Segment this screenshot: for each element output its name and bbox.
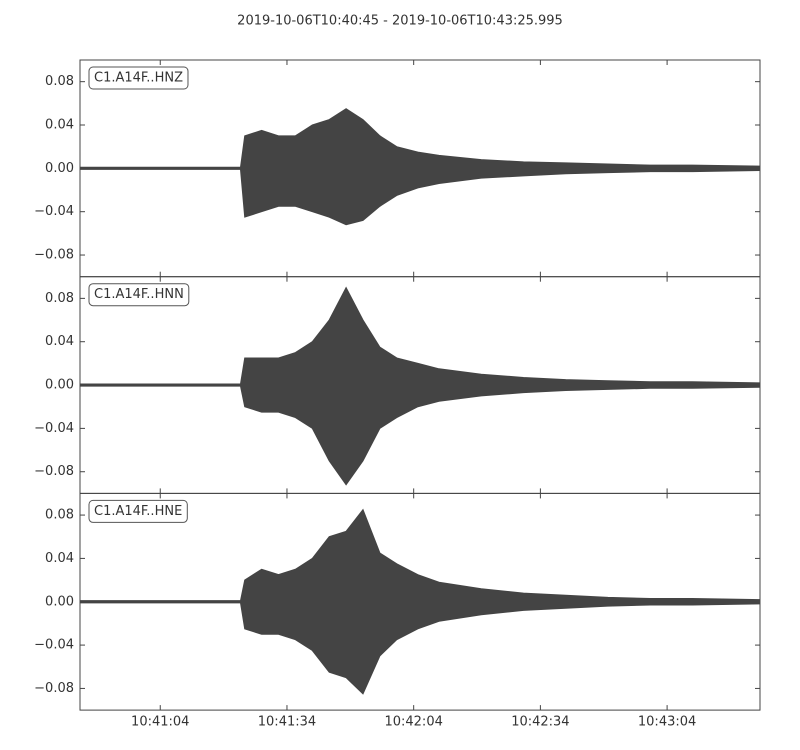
trace-label: C1.A14F..HNE bbox=[94, 504, 182, 519]
waveform-upper bbox=[80, 508, 761, 602]
trace-label-box bbox=[88, 499, 188, 523]
trace-label-box bbox=[88, 283, 190, 307]
waveform-lower bbox=[80, 602, 761, 695]
waveform-lower bbox=[80, 168, 761, 226]
trace-label: C1.A14F..HNN bbox=[94, 287, 184, 302]
trace-label-box bbox=[88, 66, 189, 90]
y-tick-label: 0.04 bbox=[45, 551, 74, 566]
y-tick-label: −0.08 bbox=[34, 681, 74, 696]
y-tick-label: 0.08 bbox=[45, 291, 74, 306]
waveform-upper bbox=[80, 286, 761, 385]
y-tick-label: −0.08 bbox=[34, 248, 74, 263]
trace-label: C1.A14F..HNZ bbox=[94, 71, 183, 86]
waveform-fill bbox=[80, 509, 761, 694]
x-tick-label: 10:42:04 bbox=[384, 715, 442, 730]
x-tick-label: 10:42:34 bbox=[511, 715, 569, 730]
y-tick-label: −0.04 bbox=[34, 421, 74, 436]
y-tick-label: −0.04 bbox=[34, 204, 74, 219]
chart-title: 2019-10-06T10:40:45 - 2019-10-06T10:43:2… bbox=[237, 14, 563, 29]
y-tick-label: 0.00 bbox=[45, 161, 74, 176]
x-tick-label: 10:41:34 bbox=[258, 715, 316, 730]
y-tick-label: 0.04 bbox=[45, 118, 74, 133]
y-tick-label: 0.04 bbox=[45, 334, 74, 349]
waveform-lower bbox=[80, 385, 761, 486]
y-tick-label: −0.04 bbox=[34, 638, 74, 653]
x-tick-label: 10:43:04 bbox=[638, 715, 696, 730]
waveform-fill bbox=[80, 287, 761, 485]
y-tick-label: −0.08 bbox=[34, 464, 74, 479]
x-tick-label: 10:41:04 bbox=[131, 715, 189, 730]
waveform-upper bbox=[80, 108, 761, 168]
y-tick-label: 0.08 bbox=[45, 508, 74, 523]
waveform-fill bbox=[80, 108, 761, 225]
y-tick-label: 0.08 bbox=[45, 74, 74, 89]
y-tick-label: 0.00 bbox=[45, 594, 74, 609]
y-tick-label: 0.00 bbox=[45, 378, 74, 393]
